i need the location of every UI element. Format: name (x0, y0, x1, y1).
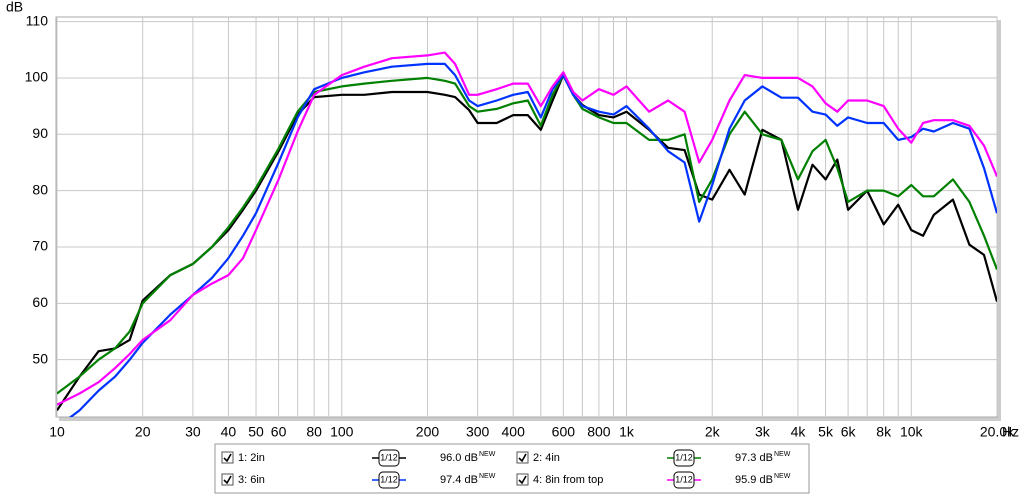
y-tick-label: 100 (25, 69, 49, 85)
x-tick-label: 2k (705, 424, 721, 440)
series-line (57, 51, 997, 406)
x-tick-label: 400 (502, 424, 526, 440)
y-tick-label: 110 (26, 12, 49, 28)
legend-checkbox[interactable] (221, 451, 234, 464)
ticks: 50 60 70 80 90 100 110 10 20 30 40 50 60 80 100 200 300 4… (25, 12, 1015, 439)
legend-level: 96.0 dB (440, 452, 478, 464)
x-tick-label: 60 (271, 424, 287, 440)
legend-checkbox[interactable] (221, 473, 234, 486)
legend-name: 2: 4in (533, 452, 560, 464)
grid (56, 17, 998, 416)
x-tick-label: 30 (185, 424, 201, 440)
y-tick-label: 60 (32, 294, 48, 310)
smoothing-box[interactable] (378, 471, 400, 489)
x-tick-label: 8k (876, 424, 892, 440)
legend-check (223, 475, 232, 485)
y-axis-label: dB (6, 0, 23, 15)
x-tick-label: 800 (587, 424, 611, 440)
smoothing-box[interactable] (673, 471, 695, 489)
x-tick-label: 10k (900, 424, 924, 440)
legend-level: 97.3 dB (735, 452, 773, 464)
x-tick-label: 40 (221, 424, 237, 440)
legend-checkbox[interactable] (516, 473, 529, 486)
x-tick-label: 5k (818, 424, 834, 440)
x-tick-label: 300 (466, 424, 490, 440)
legend-level-note: NEW (774, 473, 791, 480)
x-tick-label: 4k (791, 424, 807, 440)
legend-name: 3: 6in (238, 474, 265, 486)
smoothing-box[interactable] (673, 449, 695, 467)
smoothing-label: 1/12 (675, 452, 693, 462)
x-tick-label: 600 (552, 424, 576, 440)
legend-check (518, 453, 527, 463)
legend-name: 4: 8in from top (533, 474, 603, 486)
legend-checkbox[interactable] (516, 451, 529, 464)
legend-level: 97.4 dB (440, 474, 478, 486)
x-tick-label: 20.0k (980, 424, 1015, 440)
legend-level-note: NEW (479, 451, 496, 458)
smoothing-label: 1/12 (380, 474, 398, 484)
legend-name: 1: 2in (238, 452, 265, 464)
plot-area (55, 16, 998, 418)
legend-box (214, 443, 810, 494)
x-tick-label: 6k (841, 424, 857, 440)
smoothing-label: 1/12 (675, 474, 693, 484)
x-tick-label: 10 (49, 424, 65, 440)
lines (57, 51, 997, 417)
legend-check (518, 475, 527, 485)
x-tick-label: 1k (619, 424, 635, 440)
x-axis-label: Hz (1002, 424, 1019, 440)
y-tick-label: 70 (32, 238, 48, 254)
smoothing-label: 1/12 (380, 452, 398, 462)
x-tick-label: 100 (330, 424, 354, 440)
x-tick-label: 20 (135, 424, 151, 440)
x-tick-label: 50 (248, 424, 264, 440)
series-line (68, 62, 997, 417)
y-tick-label: 90 (32, 125, 48, 141)
legend-level: 95.9 dB (735, 474, 773, 486)
y-tick-label: 50 (32, 350, 48, 366)
legend: 1: 2in 1/12 96.0 dB NEW 2: 4in 1/12 97.3 dB NEW… (221, 449, 791, 489)
x-tick-label: 200 (416, 424, 440, 440)
legend-check (223, 453, 232, 463)
legend-level-note: NEW (774, 451, 791, 458)
smoothing-box[interactable] (378, 449, 400, 467)
x-tick-label: 80 (306, 424, 322, 440)
x-tick-label: 3k (755, 424, 771, 440)
legend-level-note: NEW (479, 473, 496, 480)
y-tick-label: 80 (32, 181, 48, 197)
